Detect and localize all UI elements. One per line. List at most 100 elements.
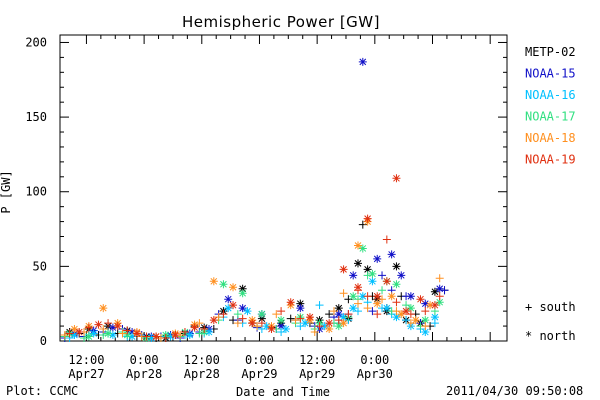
data-point-north bbox=[392, 280, 401, 289]
data-point-north bbox=[358, 292, 367, 301]
data-points bbox=[60, 57, 449, 343]
data-point-north bbox=[354, 283, 362, 292]
data-point-north bbox=[248, 319, 257, 328]
legend-entry: METP-02 bbox=[525, 45, 576, 59]
data-point-north bbox=[113, 322, 122, 331]
x-tick-label-date: Apr29 bbox=[299, 367, 335, 381]
data-point-north bbox=[257, 314, 266, 323]
data-point-north bbox=[190, 323, 199, 332]
x-tick-label-time: 12:00 bbox=[299, 353, 335, 367]
data-point-south bbox=[358, 220, 367, 229]
data-point-north bbox=[70, 325, 79, 334]
y-tick-label: 0 bbox=[40, 334, 47, 348]
data-point-north bbox=[281, 325, 290, 334]
data-point-north bbox=[430, 301, 439, 310]
data-point-north bbox=[267, 325, 276, 334]
data-point-north bbox=[349, 304, 358, 313]
x-tick-label-time: 0:00 bbox=[245, 353, 274, 367]
data-point-north bbox=[305, 313, 314, 322]
y-tick-label: 200 bbox=[25, 35, 47, 49]
y-tick-label: 50 bbox=[33, 259, 47, 273]
data-point-south bbox=[60, 331, 69, 340]
data-point-north bbox=[373, 254, 382, 263]
data-point-north bbox=[373, 299, 382, 308]
data-point-north bbox=[185, 331, 194, 340]
data-point-south bbox=[406, 319, 415, 328]
data-point-north bbox=[354, 259, 362, 268]
legend-entry: NOAA-16 bbox=[525, 88, 576, 102]
plot-timestamp: 2011/04/30 09:50:08 bbox=[446, 384, 584, 398]
series-legend: METP-02 NOAA-15 NOAA-16 NOAA-17 NOAA-18 NOAA-… bbox=[525, 45, 576, 167]
data-point-north bbox=[238, 284, 247, 293]
data-point-north bbox=[382, 304, 391, 313]
data-point-north bbox=[406, 292, 415, 301]
data-point-north bbox=[368, 269, 377, 278]
data-point-south bbox=[363, 292, 372, 301]
data-point-south bbox=[104, 319, 113, 328]
marker-legend-entry: + south bbox=[525, 300, 576, 314]
data-point-north bbox=[209, 277, 218, 286]
legend-entry: NOAA-15 bbox=[525, 67, 576, 81]
data-point-south bbox=[354, 307, 362, 316]
data-point-north bbox=[257, 310, 266, 319]
data-point-south bbox=[344, 310, 353, 319]
data-point-north bbox=[392, 174, 401, 183]
x-tick-label-time: 0:00 bbox=[360, 353, 389, 367]
data-point-north bbox=[406, 304, 415, 313]
data-point-south bbox=[180, 328, 189, 337]
data-point-north bbox=[128, 328, 137, 337]
y-axis: 0 50 100 150 200 bbox=[25, 35, 507, 348]
data-point-south bbox=[368, 307, 377, 316]
data-point-north bbox=[238, 289, 247, 298]
data-point-north bbox=[349, 271, 358, 280]
data-point-north bbox=[349, 292, 358, 301]
data-point-north bbox=[229, 301, 238, 310]
data-point-south bbox=[84, 323, 93, 332]
data-point-south bbox=[257, 319, 266, 328]
data-point-north bbox=[171, 331, 180, 340]
data-point-north bbox=[435, 284, 444, 293]
data-point-north bbox=[262, 322, 271, 331]
x-tick-label-date: Apr27 bbox=[68, 367, 104, 381]
data-point-north bbox=[277, 322, 286, 331]
data-point-north bbox=[209, 316, 218, 325]
data-point-north bbox=[296, 299, 305, 308]
legend-entry: NOAA-17 bbox=[525, 110, 576, 124]
data-point-north bbox=[84, 332, 93, 341]
chart-title: Hemispheric Power [GW] bbox=[182, 13, 380, 31]
data-point-south bbox=[402, 316, 411, 325]
x-tick-label-time: 0:00 bbox=[130, 353, 159, 367]
data-point-north bbox=[89, 329, 98, 338]
data-point-south bbox=[296, 322, 305, 331]
data-point-north bbox=[368, 277, 377, 286]
data-point-south bbox=[219, 310, 228, 319]
data-point-south bbox=[65, 329, 74, 338]
data-point-north bbox=[397, 310, 406, 319]
data-point-south bbox=[344, 295, 353, 304]
data-point-south bbox=[354, 299, 362, 308]
data-point-north bbox=[435, 298, 444, 307]
data-point-north bbox=[363, 265, 372, 274]
data-point-south bbox=[378, 286, 387, 295]
data-point-south bbox=[277, 328, 286, 337]
data-point-north bbox=[387, 292, 396, 301]
data-point-south bbox=[277, 307, 286, 316]
data-point-south bbox=[286, 314, 295, 323]
data-point-south bbox=[161, 334, 170, 343]
data-point-south bbox=[200, 325, 209, 334]
data-point-north bbox=[320, 322, 329, 331]
data-point-north bbox=[430, 287, 439, 296]
data-point-north bbox=[75, 328, 84, 337]
data-point-south bbox=[329, 307, 338, 316]
y-tick-label: 150 bbox=[25, 110, 47, 124]
data-point-south bbox=[315, 322, 324, 331]
data-point-north bbox=[430, 313, 439, 322]
data-point-north bbox=[334, 304, 343, 313]
y-tick-label: 100 bbox=[25, 185, 47, 199]
data-point-north bbox=[358, 244, 367, 253]
data-point-north bbox=[296, 304, 305, 313]
data-point-south bbox=[310, 328, 319, 337]
data-point-north bbox=[243, 307, 252, 316]
y-axis-label: P [GW] bbox=[0, 170, 13, 213]
